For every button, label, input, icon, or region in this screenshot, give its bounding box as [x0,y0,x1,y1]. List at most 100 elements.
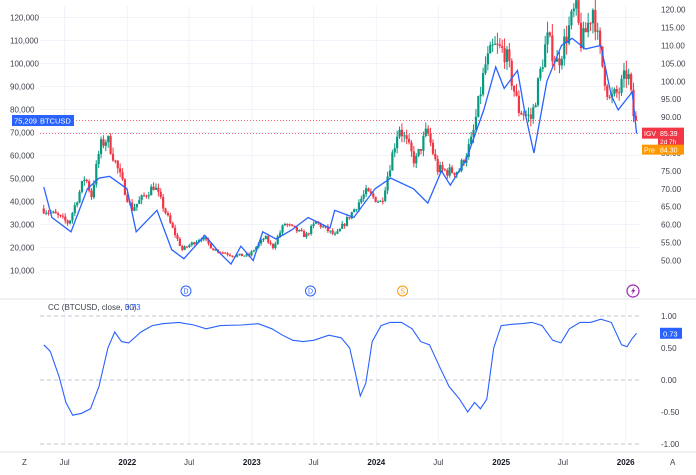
igv-line [43,37,638,266]
btc-candle-0 [42,204,45,215]
dividend-marker-0[interactable]: D [180,285,192,297]
btc-candle-232 [596,22,599,40]
btc-candle-133 [360,195,363,205]
right-tick-label: 110.00 [661,41,685,50]
btc-candle-241 [618,87,621,101]
btc-candle-168 [443,168,446,172]
btc-candle-164 [434,148,437,161]
left-tick-label: 50,000 [10,175,35,184]
x-tick-label: Jul [184,458,194,467]
btc-candle-32 [119,163,122,178]
btc-candle-121 [331,228,334,235]
right-tick-label: 70.00 [661,185,682,194]
btc-candle-87 [250,250,253,257]
btc-candle-40 [138,196,141,204]
btc-candle-120 [329,230,332,234]
btc-candle-46 [152,182,155,191]
btc-candle-156 [415,152,418,169]
btc-candle-146 [391,149,394,171]
btc-candle-108 [300,227,303,232]
btc-candle-1 [45,210,48,216]
btc-candle-135 [364,184,368,197]
btc-candle-136 [367,187,370,192]
btc-candle-228 [587,12,590,38]
btc-candle-17 [83,176,86,186]
btc-candle-230 [591,8,595,34]
btc-candle-107 [298,229,301,232]
x-tick-label: 2022 [118,458,136,467]
btc-candle-26 [104,139,107,152]
btc-candle-203 [527,107,530,123]
btc-candle-141 [379,200,382,202]
btc-candle-63 [193,241,196,246]
btc-candle-155 [412,145,415,168]
btc-candle-81 [236,254,239,258]
btc-candle-150 [400,123,404,143]
dividend-marker-letter: D [183,289,188,296]
btc-candle-59 [183,245,186,251]
btc-candle-204 [529,107,532,127]
btc-candle-248 [634,111,638,121]
btc-candle-192 [501,39,504,53]
btc-candle-145 [388,165,392,178]
pre-market-label: Pre 84.30 [642,144,684,155]
btc-candle-201 [522,110,525,121]
left-tick-label: 40,000 [10,198,35,207]
btc-candle-231 [594,0,597,41]
btc-candle-199 [517,90,521,117]
btc-candle-211 [546,21,549,53]
pre-value: 84.30 [660,148,678,155]
right-tick-label: 95.00 [661,95,682,104]
btc-candle-27 [107,135,110,148]
btc-candle-56 [176,232,179,242]
btc-candle-95 [269,240,272,246]
btc-candle-138 [372,191,375,200]
lightning-icon[interactable] [626,284,640,298]
x-tick-label: 2024 [367,458,385,467]
btc-candle-35 [126,192,129,203]
btc-candle-30 [114,159,117,164]
btc-candle-167 [441,161,444,173]
btc-candle-48 [157,183,160,197]
btc-candle-82 [238,253,241,256]
btc-candle-94 [267,233,270,245]
dividend-marker-1[interactable]: D [304,285,316,297]
btc-candle-16 [80,180,84,194]
btc-candle-219 [565,25,568,55]
split-marker-0[interactable]: S [397,285,409,297]
btc-candles [42,0,638,258]
btc-candle-134 [362,189,365,202]
btc-candle-15 [78,189,81,204]
btc-candle-98 [276,234,279,246]
x-axis-corner-left[interactable]: Z [22,458,27,467]
btc-candle-224 [577,0,580,25]
btc-candle-200 [520,110,523,116]
osc-tick-label: -1.00 [661,440,680,449]
btc-candle-41 [140,194,143,205]
x-axis-corner-right[interactable]: A [670,458,676,467]
btc-candle-93 [264,235,267,240]
x-tick-label: Jul [558,458,568,467]
btc-candle-179 [470,131,473,145]
btc-candle-188 [491,38,494,52]
igv-series-line [43,37,638,266]
btc-candle-96 [271,243,275,250]
btc-candle-71 [212,248,215,251]
btc-candle-70 [209,243,212,249]
btc-candle-143 [384,186,387,203]
btc-candle-100 [281,224,284,235]
btc-candle-91 [259,237,263,246]
btc-candle-222 [572,3,575,18]
btc-candle-58 [181,244,184,252]
btc-candle-92 [262,237,265,243]
btc-candle-229 [589,22,592,31]
btc-candle-45 [150,184,153,196]
x-tick-label: 2025 [492,458,510,467]
osc-tick-label: 1.00 [661,312,677,321]
right-tick-label: 105.00 [661,59,686,68]
btc-candle-163 [431,139,435,156]
btc-candle-184 [481,67,485,97]
btc-candle-243 [622,62,626,88]
